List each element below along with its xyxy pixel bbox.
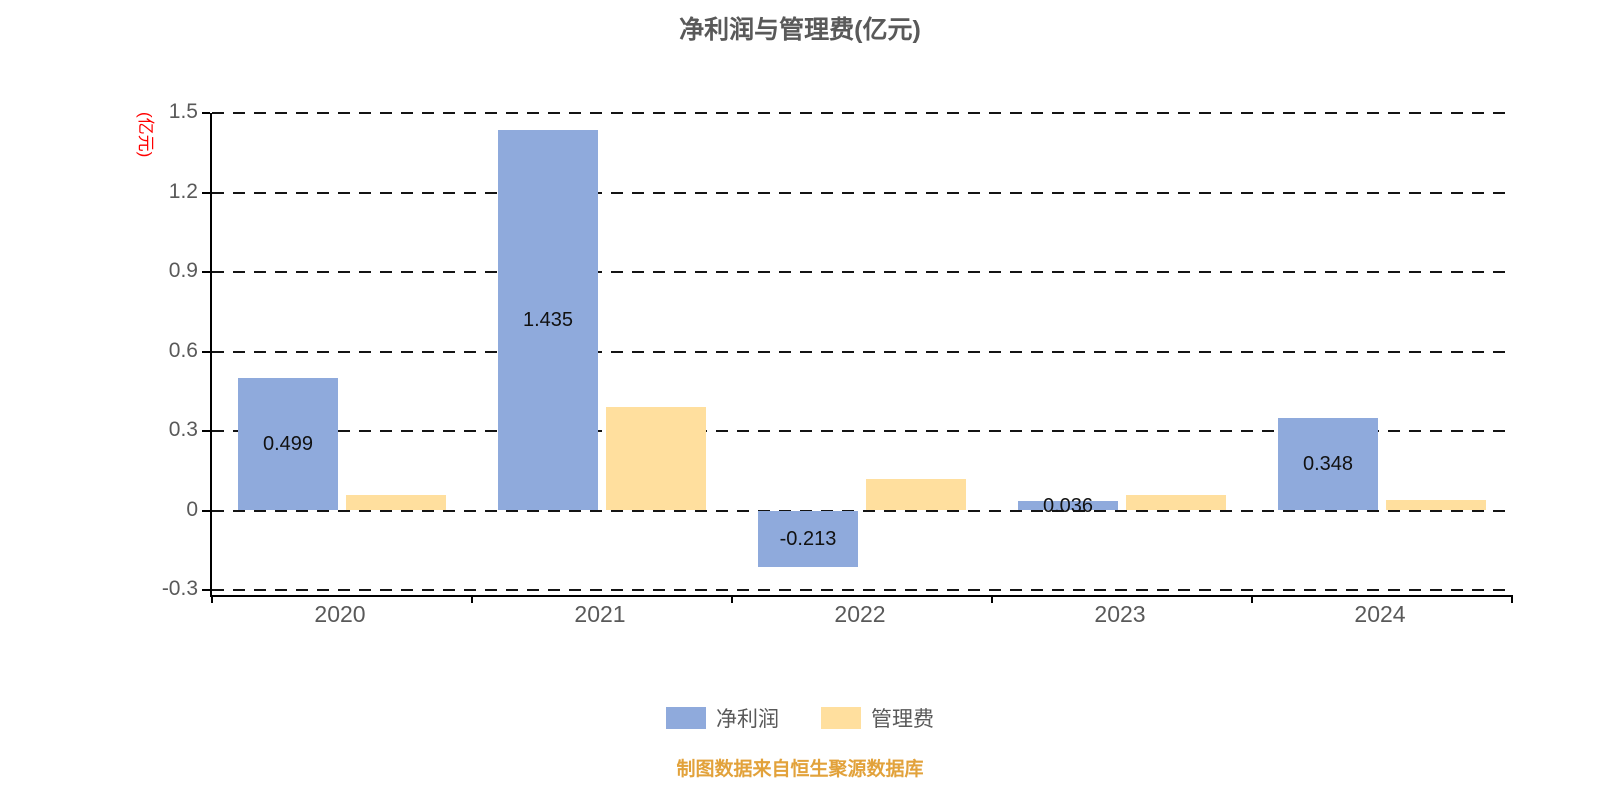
x-tick-mark — [211, 595, 213, 603]
y-tick-label: -0.3 — [161, 577, 198, 600]
gridline — [212, 430, 1512, 432]
gridline — [212, 112, 1512, 114]
y-tick-label: 0.3 — [168, 418, 198, 441]
bar-net-profit-2023 — [1018, 500, 1118, 511]
y-tick-mark — [202, 589, 210, 591]
y-tick-label: 1.2 — [168, 179, 198, 203]
legend-label: 净利润 — [716, 708, 779, 731]
bar-mgmt-fee-2020 — [346, 494, 446, 511]
x-tick-label: 2022 — [834, 601, 886, 627]
bar-net-profit-2024 — [1278, 418, 1378, 511]
legend-item-mgmt-fee[interactable]: 管理费 — [821, 703, 934, 733]
y-tick-mark — [202, 191, 210, 194]
bar-value-label: 0.036 — [1042, 494, 1094, 517]
footnote: 制图数据来自恒生聚源数据库 — [676, 759, 924, 780]
x-tick-label: 2021 — [574, 601, 626, 627]
gridline — [212, 350, 1512, 353]
y-tick-label: 0 — [186, 497, 198, 521]
bar-value-label: -0.213 — [779, 527, 837, 550]
bar-value-label: 1.435 — [522, 309, 574, 332]
legend: 净利润 管理费 — [0, 703, 1600, 733]
gridline — [212, 509, 1512, 512]
legend-swatch — [666, 707, 706, 729]
bar-mgmt-fee-2022 — [866, 478, 966, 511]
bar-mgmt-fee-2021 — [606, 407, 706, 511]
x-axis: 2020 2021 2022 2023 2024 — [210, 601, 1510, 631]
x-tick-mark — [1511, 595, 1513, 603]
bar-net-profit-2022 — [758, 510, 858, 567]
x-tick-mark — [731, 595, 733, 603]
y-tick-mark — [202, 430, 210, 432]
y-tick-mark — [202, 350, 210, 353]
legend-label: 管理费 — [871, 708, 934, 731]
gridline — [212, 589, 1512, 591]
y-tick-mark — [202, 271, 210, 273]
bar-net-profit-2021 — [498, 130, 598, 511]
x-tick-mark — [1251, 595, 1253, 603]
bar-mgmt-fee-2024 — [1386, 499, 1486, 511]
bar-value-label: 0.348 — [1302, 453, 1354, 476]
legend-swatch — [821, 707, 861, 729]
bar-mgmt-fee-2023 — [1126, 494, 1226, 511]
x-tick-label: 2020 — [314, 601, 366, 627]
gridline — [212, 191, 1512, 194]
gridline — [212, 271, 1512, 273]
y-tick-label: 0.6 — [168, 338, 198, 362]
y-tick-mark — [202, 112, 210, 114]
legend-item-net-profit[interactable]: 净利润 — [666, 703, 779, 733]
x-tick-label: 2023 — [1094, 601, 1146, 627]
chart-title: 净利润与管理费(亿元) — [679, 16, 921, 44]
bar-value-label: 0.499 — [262, 433, 314, 456]
bar-net-profit-2020 — [238, 378, 338, 511]
x-tick-mark — [991, 595, 993, 603]
y-tick-label: 0.9 — [168, 259, 198, 282]
x-tick-mark — [471, 595, 473, 603]
y-tick-mark — [202, 509, 210, 512]
plot-area: 0.499 1.435 -0.213 0.036 0.348 — [202, 112, 1513, 603]
y-tick-label: 1.5 — [168, 100, 198, 123]
x-tick-label: 2024 — [1354, 601, 1406, 627]
y-axis: 1.5 1.2 0.9 0.6 0.3 0 -0.3 — [110, 100, 198, 600]
